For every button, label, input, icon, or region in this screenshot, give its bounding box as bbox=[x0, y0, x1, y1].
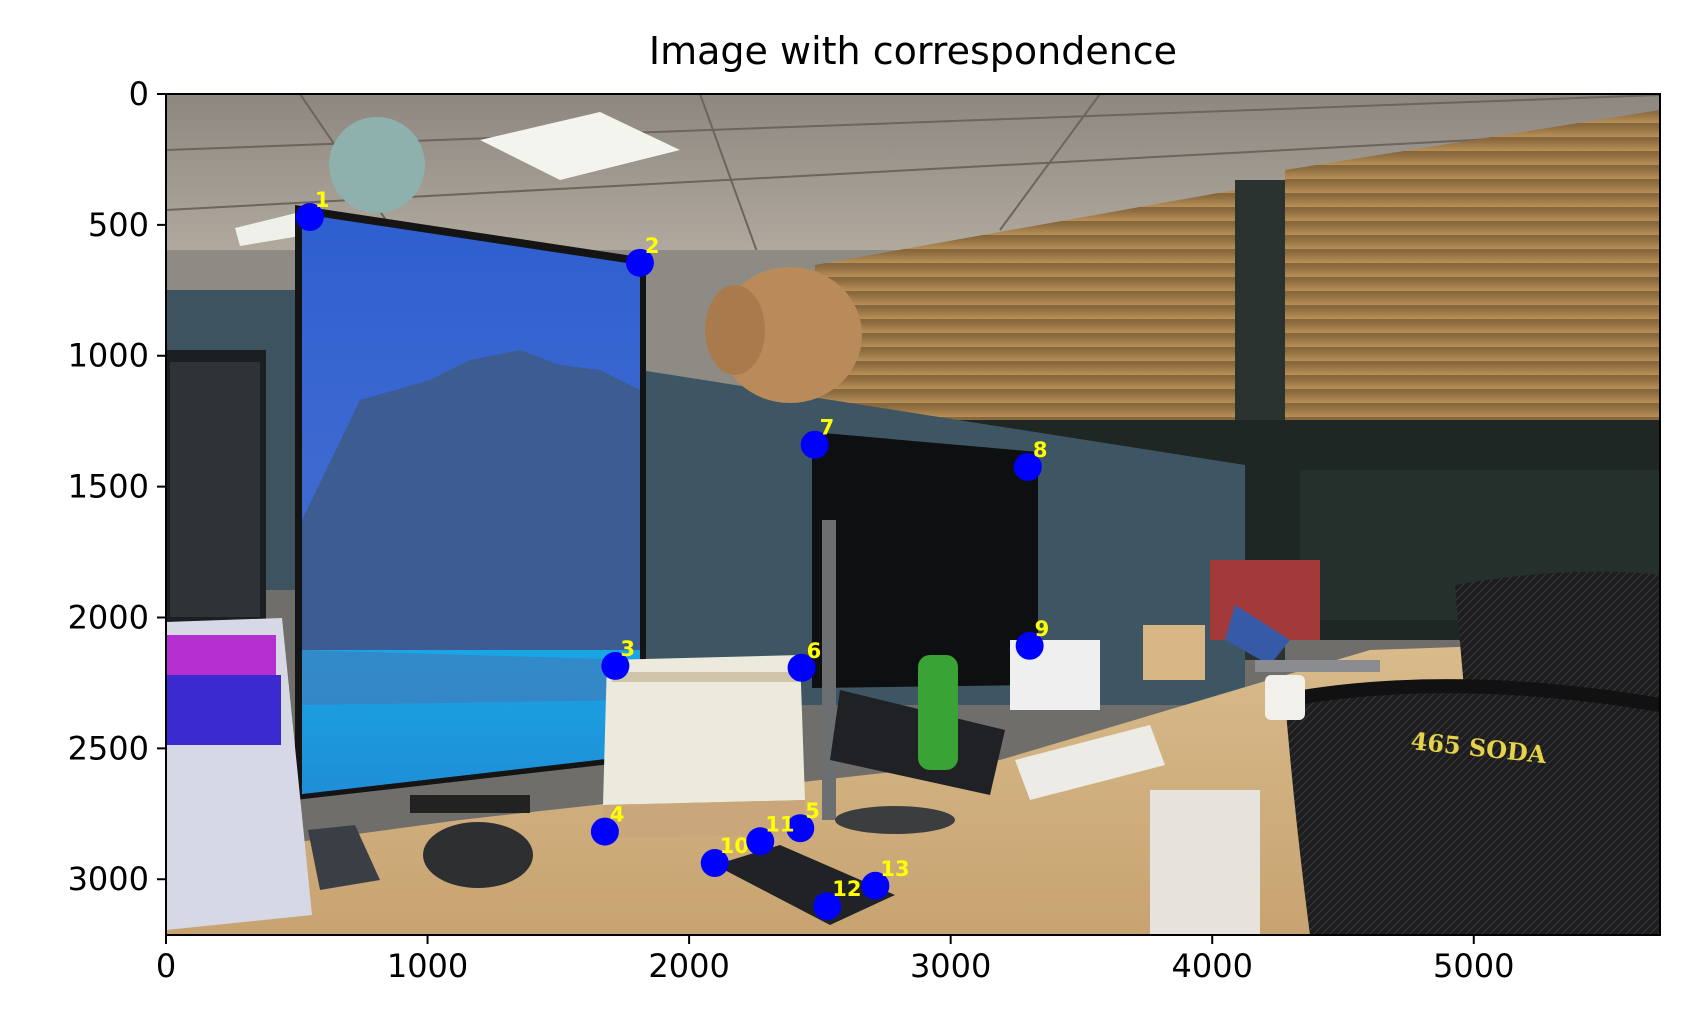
x-tick-label: 3000 bbox=[910, 947, 991, 985]
correspondence-point-6 bbox=[787, 653, 816, 682]
correspondence-point-13 bbox=[861, 871, 890, 900]
correspondence-point-1 bbox=[295, 203, 324, 232]
background-photo: 465 SODA bbox=[166, 94, 1660, 935]
correspondence-point-9 bbox=[1015, 631, 1044, 660]
point-label-2: 2 bbox=[645, 234, 660, 258]
point-label-4: 4 bbox=[610, 803, 625, 827]
x-tick-label: 4000 bbox=[1171, 947, 1252, 985]
point-label-5: 5 bbox=[805, 799, 820, 823]
point-label-10: 10 bbox=[720, 834, 749, 858]
point-label-8: 8 bbox=[1033, 438, 1048, 462]
x-tick-label: 0 bbox=[156, 947, 176, 985]
point-label-11: 11 bbox=[765, 812, 794, 836]
correspondence-point-4 bbox=[590, 817, 619, 846]
y-axis: 0 500 1000 1500 2000 2500 3000 bbox=[68, 75, 166, 898]
correspondence-point-10 bbox=[700, 849, 729, 878]
y-tick-label: 500 bbox=[88, 206, 149, 244]
correspondence-point-3 bbox=[601, 651, 630, 680]
x-tick-label: 5000 bbox=[1433, 947, 1514, 985]
correspondence-point-12 bbox=[813, 892, 842, 921]
x-tick-label: 2000 bbox=[648, 947, 729, 985]
point-label-13: 13 bbox=[880, 857, 909, 881]
y-tick-label: 1500 bbox=[68, 468, 149, 506]
point-label-3: 3 bbox=[620, 637, 635, 661]
point-label-12: 12 bbox=[832, 877, 861, 901]
correspondence-point-2 bbox=[625, 248, 654, 277]
correspondence-point-8 bbox=[1013, 452, 1042, 481]
plot-frame bbox=[165, 93, 1661, 936]
x-tick-label: 1000 bbox=[387, 947, 468, 985]
y-tick-label: 2500 bbox=[68, 729, 149, 767]
y-tick-label: 3000 bbox=[68, 860, 149, 898]
correspondence-point-7 bbox=[800, 430, 829, 459]
correspondence-point-11 bbox=[746, 827, 775, 856]
correspondence-point-5 bbox=[786, 814, 815, 843]
y-tick-label: 2000 bbox=[68, 598, 149, 636]
point-label-9: 9 bbox=[1035, 617, 1050, 641]
y-tick-label: 0 bbox=[129, 75, 149, 113]
point-label-1: 1 bbox=[315, 188, 330, 212]
y-tick-label: 1000 bbox=[68, 337, 149, 375]
point-label-7: 7 bbox=[820, 416, 835, 440]
x-axis: 0 1000 2000 3000 4000 5000 bbox=[156, 935, 1514, 985]
chart-title: Image with correspondence bbox=[649, 29, 1177, 73]
point-label-6: 6 bbox=[807, 639, 822, 663]
